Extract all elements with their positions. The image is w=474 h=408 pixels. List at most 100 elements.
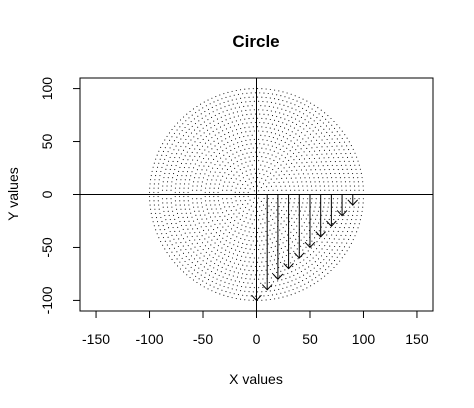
data-point: [183, 183, 186, 185]
data-point: [288, 144, 290, 146]
data-point: [233, 206, 235, 208]
data-point: [242, 203, 244, 206]
data-point: [330, 269, 332, 272]
data-point: [188, 167, 190, 169]
data-point: [322, 222, 324, 224]
data-point: [211, 208, 213, 210]
data-point: [295, 177, 297, 179]
data-point: [269, 260, 271, 262]
data-point: [312, 114, 315, 116]
data-point: [228, 283, 230, 285]
data-point: [214, 223, 216, 225]
data-point: [227, 123, 229, 125]
data-point: [254, 295, 256, 297]
data-point: [331, 234, 333, 236]
data-point: [252, 147, 254, 149]
data-point: [324, 142, 326, 144]
data-point: [220, 135, 222, 138]
data-point: [301, 155, 303, 157]
data-point: [162, 202, 164, 204]
data-point: [302, 138, 304, 140]
data-point: [166, 164, 168, 166]
data-point: [175, 242, 177, 244]
data-point: [318, 222, 320, 224]
x-tick-label: 150: [405, 331, 429, 347]
data-point: [223, 243, 225, 245]
data-point: [290, 210, 292, 212]
data-point: [348, 160, 350, 162]
data-point: [310, 185, 313, 187]
data-point: [169, 147, 171, 149]
data-point: [306, 115, 308, 117]
data-point: [267, 175, 269, 178]
data-point: [209, 187, 211, 189]
data-point: [221, 219, 223, 221]
data-point: [191, 151, 193, 154]
data-point: [244, 127, 246, 129]
data-point: [235, 297, 237, 300]
data-point: [218, 113, 220, 115]
data-point: [171, 251, 173, 253]
data-point: [303, 144, 305, 147]
data-point: [179, 183, 181, 185]
data-point: [323, 181, 325, 183]
data-point: [214, 242, 216, 244]
data-point: [284, 260, 286, 262]
data-point: [199, 245, 201, 248]
data-point: [208, 274, 210, 276]
data-point: [235, 187, 237, 189]
data-point: [279, 229, 281, 231]
data-point: [213, 101, 215, 103]
data-point: [293, 274, 295, 276]
data-point: [200, 263, 202, 265]
data-point: [357, 181, 359, 183]
data-point: [194, 210, 196, 212]
data-point: [162, 225, 164, 227]
data-point: [180, 249, 182, 251]
data-point: [270, 178, 272, 180]
data-point: [265, 230, 267, 233]
data-point: [274, 298, 276, 300]
data-point: [151, 170, 153, 172]
data-point: [286, 217, 288, 219]
data-point: [196, 218, 198, 220]
data-point: [358, 223, 360, 225]
data-point: [348, 227, 350, 229]
data-point: [287, 129, 290, 131]
data-point: [236, 236, 238, 238]
data-point: [242, 153, 244, 155]
data-point: [190, 121, 192, 123]
data-point: [336, 263, 338, 265]
data-point: [315, 133, 317, 135]
data-point: [317, 129, 320, 131]
data-point: [311, 154, 313, 156]
data-point: [230, 189, 232, 191]
data-point: [230, 279, 232, 281]
data-point: [190, 248, 192, 250]
y-tick-label: 50: [39, 134, 55, 150]
data-point: [319, 237, 321, 239]
data-point: [351, 231, 353, 233]
data-point: [234, 107, 236, 109]
data-point: [302, 265, 304, 267]
data-point: [216, 167, 218, 170]
data-point: [194, 177, 196, 179]
data-point: [209, 254, 211, 256]
data-point: [310, 270, 312, 272]
data-point: [297, 129, 299, 131]
data-point: [310, 285, 312, 287]
data-point: [286, 92, 288, 94]
data-point: [240, 290, 242, 292]
data-point: [239, 180, 241, 182]
data-point: [352, 239, 354, 241]
data-point: [171, 143, 173, 145]
data-point: [225, 147, 227, 149]
data-point: [306, 226, 308, 228]
data-point: [258, 109, 260, 111]
data-point: [185, 212, 187, 214]
data-point: [232, 153, 234, 155]
data-point: [190, 266, 192, 268]
data-point: [316, 270, 318, 272]
arrow-head: [283, 263, 294, 270]
data-point: [271, 145, 273, 147]
